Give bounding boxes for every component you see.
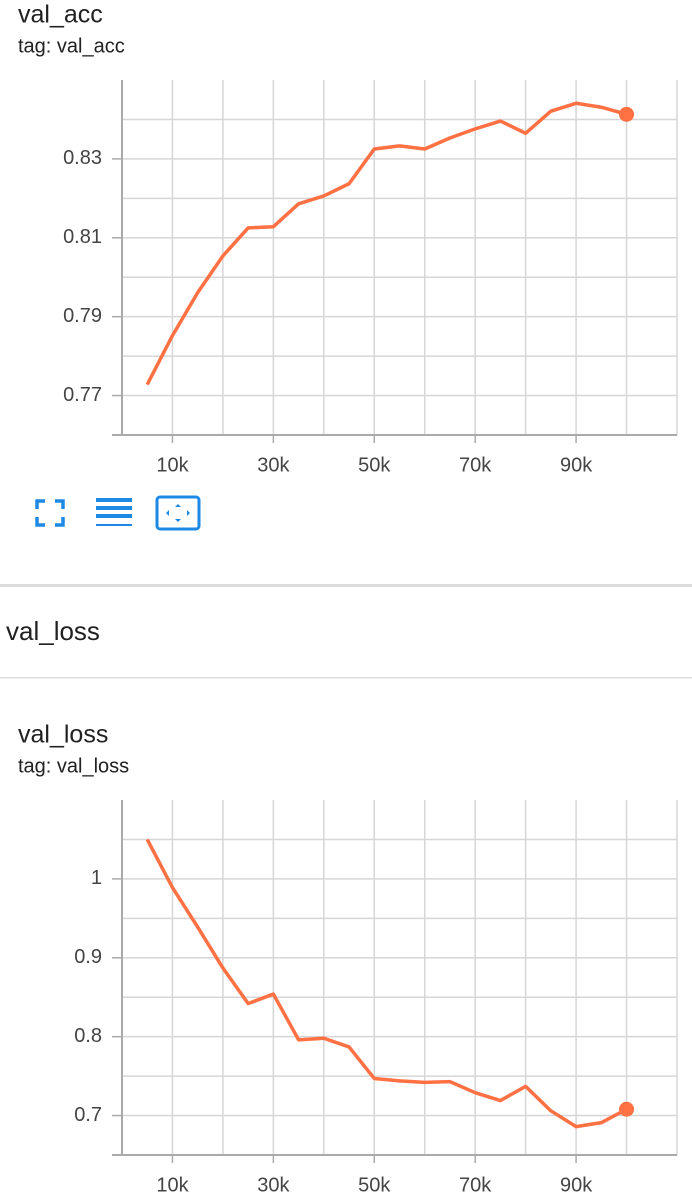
x-tick-label: 70k [459,454,492,476]
x-tick-label: 30k [257,1174,290,1196]
data-line [145,101,628,386]
chart-title: val_acc [18,1,103,29]
y-tick-label: 0.9 [74,946,102,968]
x-tick-label: 50k [358,454,391,476]
x-tick-label: 30k [257,454,290,476]
fit-domain-button[interactable] [155,495,201,531]
x-tick-label: 10k [156,454,189,476]
y-tick-label: 0.8 [74,1025,102,1047]
toggle-log-button[interactable] [96,498,132,526]
chart-title: val_loss [18,721,108,749]
x-tick-label: 50k [358,1174,391,1196]
y-tick-label: 0.83 [63,147,102,169]
x-tick-label: 90k [560,454,593,476]
data-line [145,838,628,1129]
last-point [619,1101,635,1117]
chart-toolbar [35,495,201,531]
chart-subtitle: tag: val_loss [18,755,129,777]
x-tick-label: 90k [560,1174,593,1196]
divider [0,584,692,587]
y-tick-label: 0.81 [63,226,102,248]
x-tick-label: 70k [459,1174,492,1196]
y-tick-label: 0.7 [74,1104,102,1126]
chart-subtitle: tag: val_acc [18,35,125,57]
divider [0,677,692,679]
last-point [619,106,635,122]
y-tick-label: 0.79 [63,305,102,327]
y-tick-label: 1 [91,867,102,889]
x-tick-label: 10k [156,1174,189,1196]
fullscreen-button[interactable] [35,499,65,527]
section-title: val_loss [6,616,100,646]
y-tick-label: 0.77 [63,384,102,406]
